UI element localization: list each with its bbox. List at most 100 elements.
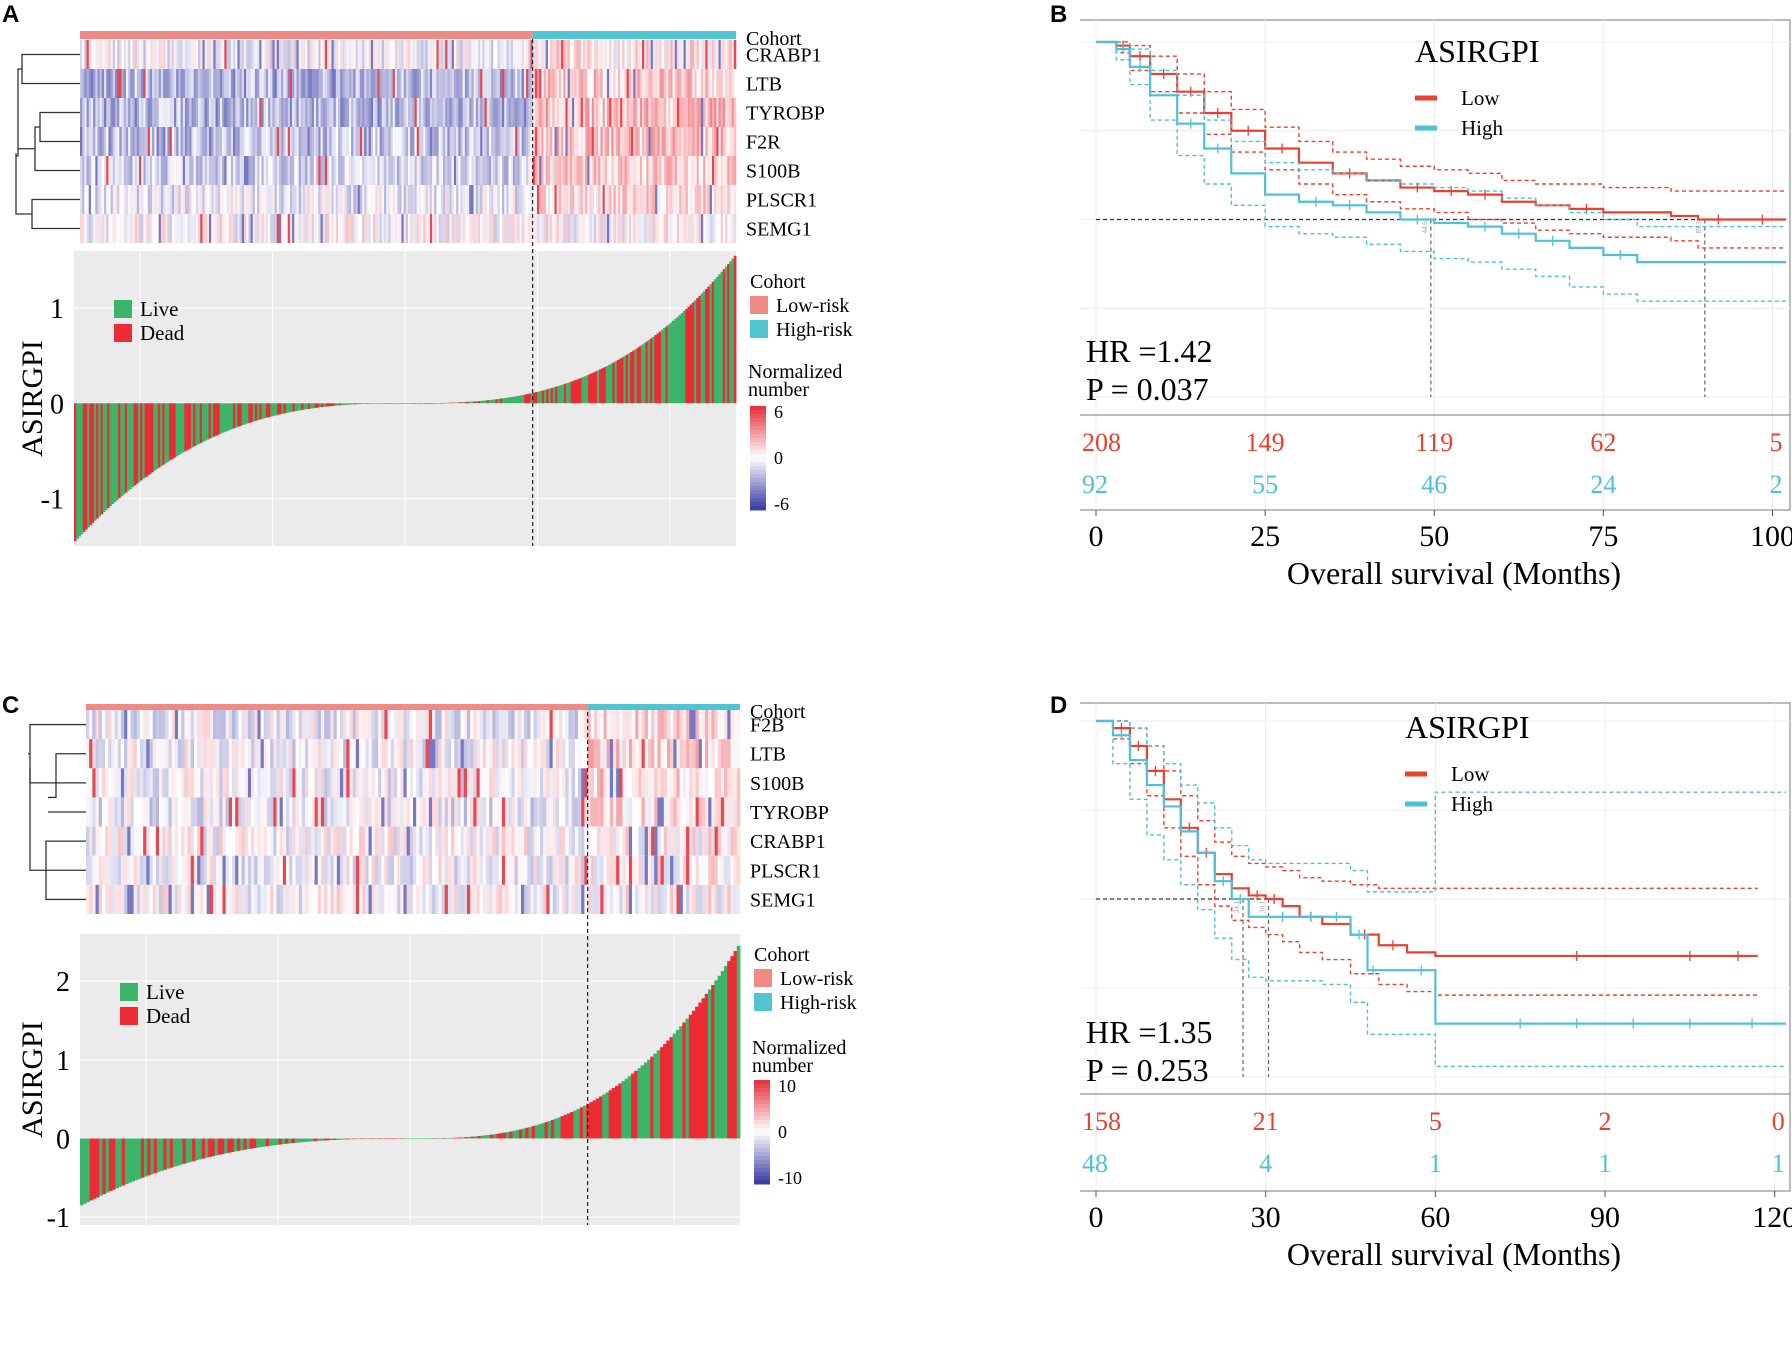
risk-bar xyxy=(454,1137,459,1139)
risk-bar xyxy=(736,945,741,1139)
heatmap-cell xyxy=(276,855,280,885)
risk-table-count: 2 xyxy=(1769,470,1782,499)
heatmap-cell xyxy=(292,884,296,914)
heatmap-cell xyxy=(517,185,520,214)
heatmap-cell xyxy=(386,127,389,156)
risk-bar xyxy=(339,1138,344,1140)
risk-bar xyxy=(162,403,165,465)
heatmap-cell xyxy=(541,98,544,127)
heatmap-cell xyxy=(381,127,385,156)
heatmap-cell xyxy=(184,185,188,214)
heatmap-cell xyxy=(506,98,509,127)
risk-bar xyxy=(418,403,421,404)
heatmap-cell xyxy=(427,40,431,69)
heatmap-cell xyxy=(606,40,610,69)
heatmap-cell xyxy=(499,214,503,243)
heatmap-cell xyxy=(114,214,118,243)
heatmap-cell xyxy=(272,40,275,69)
heatmap-cell xyxy=(660,710,665,740)
heatmap-cell xyxy=(265,185,269,214)
heatmap-cell xyxy=(517,127,520,156)
heatmap-cell xyxy=(178,127,181,156)
risk-bar xyxy=(638,346,642,404)
heatmap-cell xyxy=(222,710,226,740)
heatmap-cell xyxy=(228,710,233,740)
heatmap-cell xyxy=(425,710,430,740)
heatmap-cell xyxy=(666,69,669,98)
heatmap-cell xyxy=(387,797,392,827)
heatmap-cell xyxy=(352,826,357,856)
heatmap-cell xyxy=(289,768,293,798)
heatmap-cell xyxy=(464,69,468,98)
heatmap-cell xyxy=(606,739,611,769)
heatmap-cell xyxy=(689,797,693,827)
heatmap-cell xyxy=(344,69,348,98)
heatmap-cell xyxy=(152,855,157,885)
median-tiny-label: 44.6 xyxy=(1421,221,1429,234)
heatmap-cell xyxy=(556,40,560,69)
km-legend-label-high: High xyxy=(1461,116,1504,140)
risk-bar xyxy=(649,338,653,404)
heatmap-cell xyxy=(641,40,645,69)
heatmap-cell xyxy=(578,40,582,69)
heatmap-cell xyxy=(111,884,115,914)
heatmap-cell xyxy=(268,98,271,127)
heatmap-cell xyxy=(257,826,261,856)
heatmap-cell xyxy=(362,156,365,185)
heatmap-cell xyxy=(661,214,665,243)
heatmap-cell xyxy=(204,214,208,243)
gene-label: S100B xyxy=(746,161,800,183)
heatmap-cell xyxy=(703,98,706,127)
heatmap-cell xyxy=(463,884,468,914)
heatmap-cell xyxy=(276,40,280,69)
heatmap-cell xyxy=(558,98,562,127)
heatmap-cell xyxy=(266,797,271,827)
heatmap-cell xyxy=(254,797,258,827)
heatmap-cell xyxy=(600,884,604,914)
heatmap-cell xyxy=(622,214,625,243)
heatmap-cell xyxy=(270,185,273,214)
heatmap-cell xyxy=(292,855,296,885)
heatmap-cell xyxy=(631,185,634,214)
heatmap-cell xyxy=(238,768,242,798)
heatmap-cell xyxy=(133,826,138,856)
heatmap-cell xyxy=(314,710,319,740)
risk-bar xyxy=(211,1138,215,1157)
heatmap-cell xyxy=(539,884,544,914)
heatmap-cell xyxy=(545,69,549,98)
heatmap-cell xyxy=(620,127,623,156)
risk-bar xyxy=(559,385,563,404)
heatmap-cell xyxy=(228,185,232,214)
heatmap-cell xyxy=(206,739,211,769)
risk-bar xyxy=(288,1138,292,1144)
heatmap-cell xyxy=(377,156,380,185)
heatmap-cell xyxy=(555,826,560,856)
heatmap-cell xyxy=(117,739,122,769)
heatmap-cell xyxy=(628,768,633,798)
heatmap-cell xyxy=(313,69,317,98)
heatmap-cell xyxy=(260,768,265,798)
risk-bar xyxy=(720,970,725,1139)
heatmap-cell xyxy=(338,185,341,214)
heatmap-cell xyxy=(381,185,385,214)
heatmap-cell xyxy=(545,40,549,69)
heatmap-cell xyxy=(392,40,396,69)
colorbar-segment xyxy=(750,466,766,471)
heatmap-cell xyxy=(482,98,485,127)
risk-bar xyxy=(683,310,686,404)
heatmap-cell xyxy=(235,156,238,185)
risk-bar xyxy=(515,1130,520,1139)
heatmap-cell xyxy=(362,185,365,214)
heatmap-cell xyxy=(467,127,470,156)
heatmap-cell xyxy=(584,768,588,798)
heatmap-cell xyxy=(219,214,223,243)
heatmap-cell xyxy=(193,797,198,827)
heatmap-cell xyxy=(512,214,516,243)
heatmap-cell xyxy=(670,710,674,740)
heatmap-cell xyxy=(687,69,691,98)
heatmap-cell xyxy=(565,884,569,914)
heatmap-cell xyxy=(639,185,643,214)
heatmap-cell xyxy=(88,127,92,156)
heatmap-cell xyxy=(574,884,579,914)
heatmap-cell xyxy=(622,768,626,798)
